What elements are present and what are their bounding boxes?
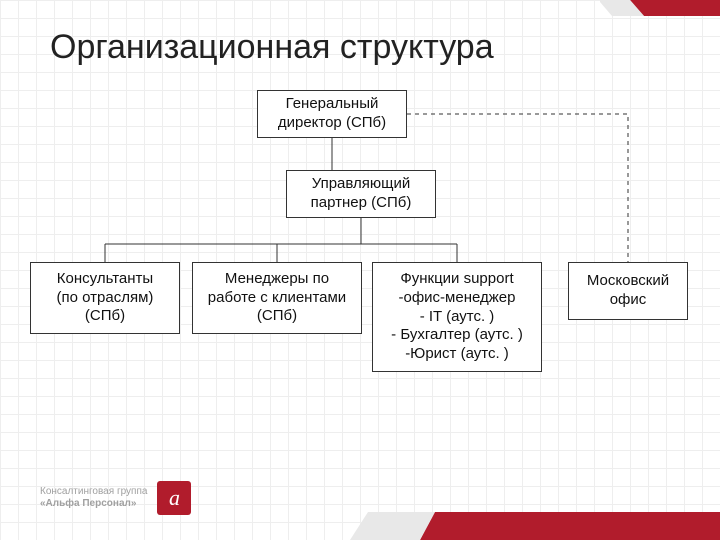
logo-badge-icon: a	[157, 481, 191, 515]
logo-line1: Консалтинговая группа	[40, 486, 147, 498]
org-node-managers: Менеджеры по работе с клиентами (СПб)	[192, 262, 362, 334]
org-node-moscow: Московский офис	[568, 262, 688, 320]
bottom-accent-decoration	[320, 500, 720, 540]
org-node-support: Функции support -офис-менеджер - IT (аут…	[372, 262, 542, 372]
top-accent-decoration	[600, 0, 720, 22]
org-node-ceo: Генеральный директор (СПб)	[257, 90, 407, 138]
org-node-consultants: Консультанты (по отраслям) (СПб)	[30, 262, 180, 334]
footer-logo: Консалтинговая группа «Альфа Персонал» a	[40, 476, 220, 520]
slide-title: Организационная структура	[50, 28, 494, 67]
logo-text: Консалтинговая группа «Альфа Персонал»	[40, 486, 147, 510]
logo-line2: «Альфа Персонал»	[40, 498, 147, 510]
org-node-partner: Управляющий партнер (СПб)	[286, 170, 436, 218]
